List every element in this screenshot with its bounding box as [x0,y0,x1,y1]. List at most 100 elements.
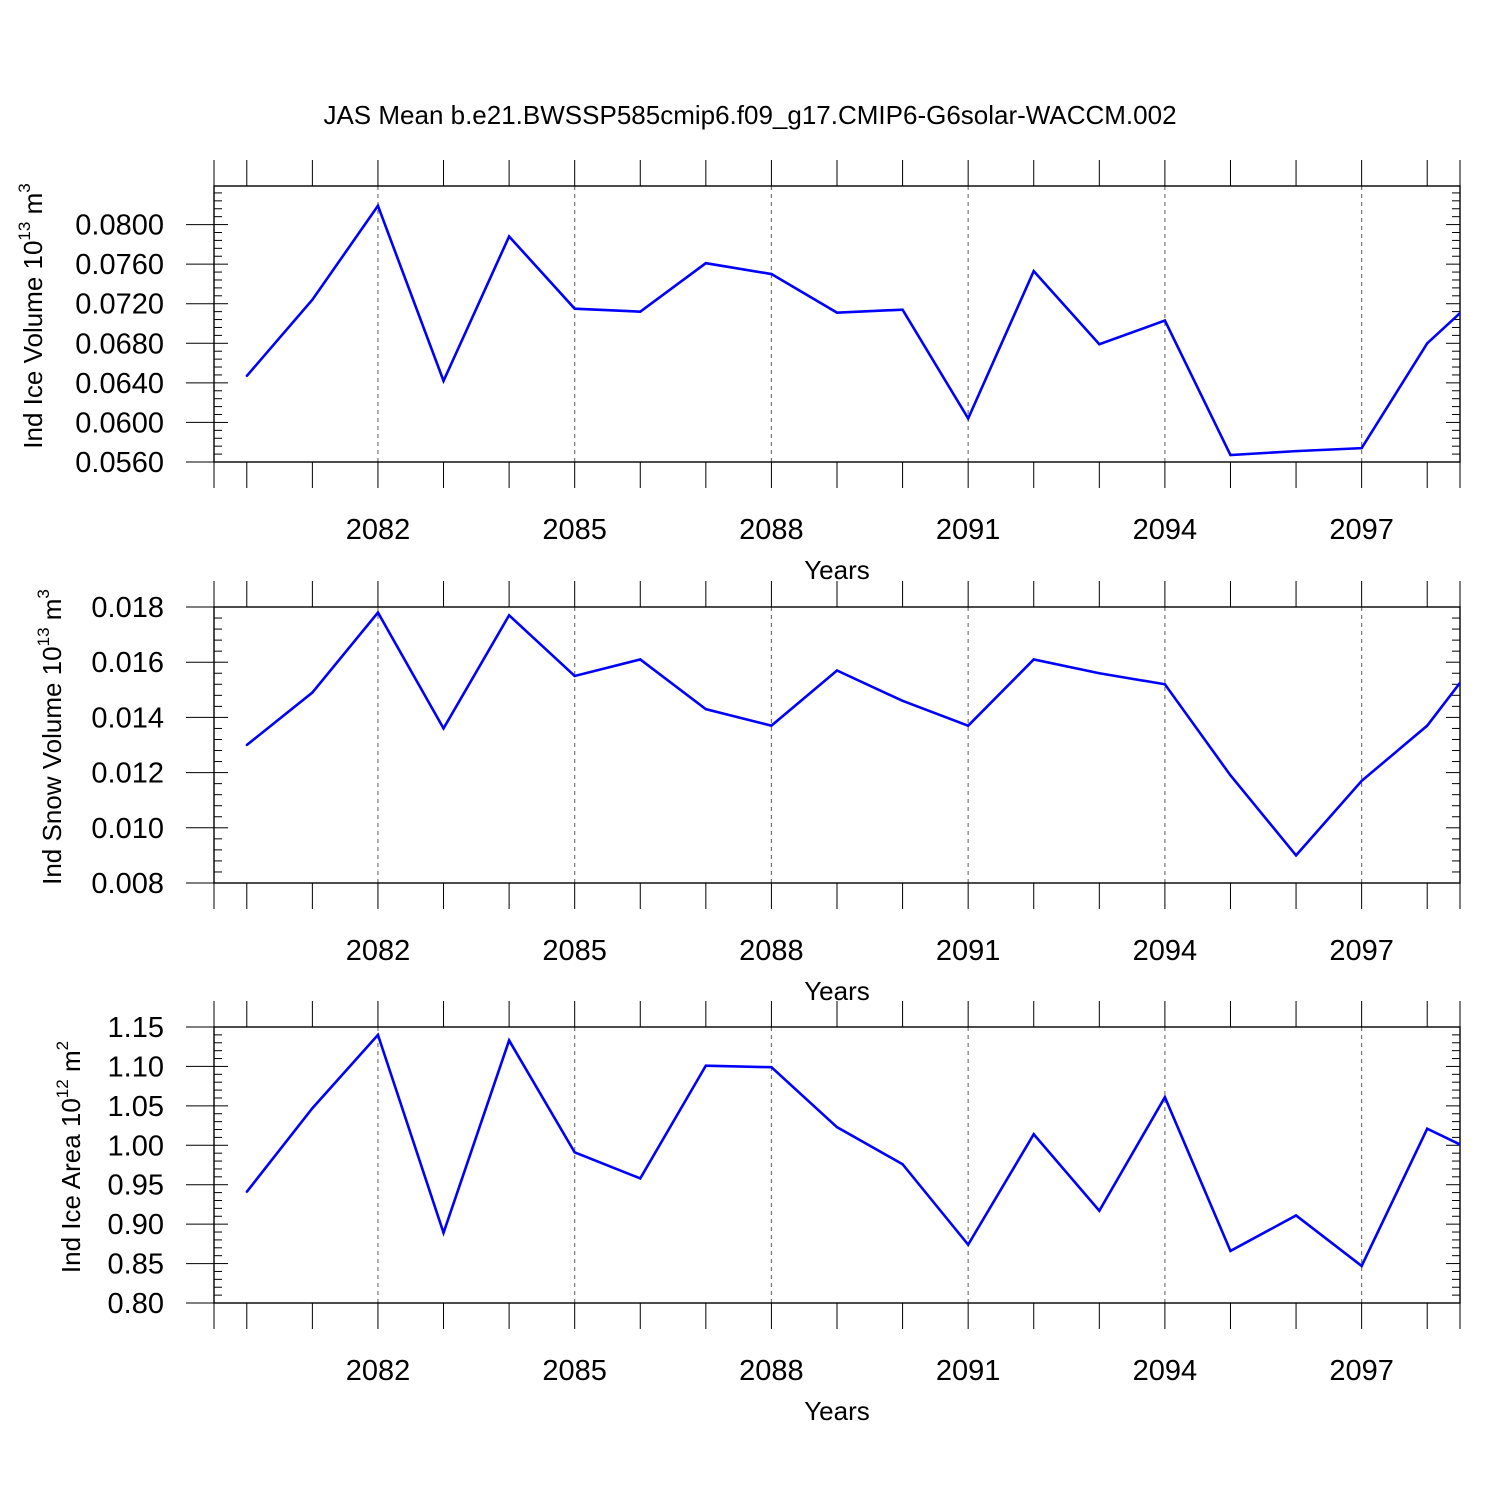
y-axis-label-unit: m [18,193,48,222]
data-point [573,307,576,310]
data-point [966,1243,970,1246]
series-line [245,610,1460,858]
data-point [507,614,511,617]
data-point [573,674,576,678]
y-tick-label: 0.008 [91,868,164,900]
data-point [1426,342,1429,345]
data-point [835,1125,839,1129]
y-axis-label-unit-exponent: 2 [53,1041,72,1050]
data-point [376,1033,380,1037]
x-tick-label: 2085 [542,1355,607,1387]
plot-frame [213,1026,1461,1304]
x-tick-label: 2088 [739,935,804,967]
data-point [376,204,380,207]
chart-title: JAS Mean b.e21.BWSSP585cmip6.f09_g17.CMI… [323,100,1176,130]
data-point [1360,446,1363,450]
y-tick-label: 1.15 [108,1012,164,1044]
data-point [1294,854,1298,857]
panel-3: 2082 2085 2088 2091 2094 2097 Years 1.15 1.10 1.0… [53,1001,1461,1426]
data-point [507,235,511,238]
y-tick-label: 0.0600 [75,407,164,439]
x-tick-label: 2097 [1329,1355,1394,1387]
data-point [901,308,904,311]
x-axis-label: Years [804,1396,870,1426]
y-tick-label: 0.90 [108,1209,164,1241]
data-point [1294,1214,1298,1217]
data-point [704,707,708,711]
data-point [245,743,248,747]
y-tick-label: 1.00 [108,1130,164,1162]
x-tick-label: 2094 [1133,935,1198,967]
data-point [835,311,839,314]
y-tick-label: 0.0800 [75,210,164,242]
y-tick-label: 0.95 [108,1170,164,1202]
y-axis-label: Ind Snow Volume 1013 m3 [34,589,67,885]
y-tick-label: 0.0560 [75,447,164,479]
y-tick-label: 0.85 [108,1249,164,1281]
x-tick-label: 2082 [346,514,411,546]
data-point [1032,269,1035,273]
data-point [770,272,773,276]
data-point [901,699,904,703]
y-axis-label-exponent: 13 [15,222,34,241]
data-point [442,1231,445,1235]
data-point [639,310,642,313]
y-tick-label: 0.014 [91,702,164,734]
y-axis-label-text: Ind Ice Volume 10 [18,241,48,449]
series-line [245,203,1460,457]
data-point [966,724,970,727]
data-point [639,658,642,661]
x-tick-label: 2094 [1133,1355,1198,1387]
data-point [311,1107,314,1110]
x-tick-label: 2082 [346,1355,411,1387]
data-point [1032,658,1035,661]
x-axis-label: Years [804,555,870,585]
data-point [704,261,708,265]
data-point [1229,453,1232,457]
data-point [1360,779,1363,783]
data-point [442,379,445,383]
data-point [1163,1095,1167,1099]
data-point [376,611,380,614]
data-point [770,724,773,727]
data-point [1032,1133,1035,1136]
x-tick-label: 2085 [542,935,607,967]
y-tick-label: 0.010 [91,813,164,845]
y-axis-label-exponent: 12 [53,1079,72,1098]
data-point [311,691,314,694]
data-point [442,727,445,730]
x-tick-label: 2091 [936,1355,1001,1387]
y-axis-label-text: Ind Ice Area 10 [56,1098,86,1273]
data-point [1098,343,1101,346]
plot-frame [213,185,1461,463]
y-tick-label: 1.05 [108,1091,164,1123]
data-point [311,298,314,301]
data-point [245,374,248,378]
y-axis-label-unit: m [56,1050,86,1079]
x-tick-label: 2097 [1329,935,1394,967]
panel-1: 2082 2085 2088 2091 2094 2097 Years 0.0800 0.076… [15,160,1461,585]
y-tick-label: 0.0680 [75,328,164,360]
y-tick-label: 0.018 [91,592,164,624]
data-point [835,669,839,672]
data-point [704,1064,708,1067]
data-point [573,1151,576,1154]
data-point [1163,319,1167,322]
y-axis-label-unit: m [37,599,67,628]
x-tick-label: 2097 [1329,514,1394,546]
data-point [245,1190,248,1194]
data-point [966,417,970,420]
y-tick-label: 0.80 [108,1288,164,1320]
panel-2: 2082 2085 2088 2091 2094 2097Years0.0180.0160… [34,581,1461,1006]
data-point [770,1066,773,1069]
x-tick-label: 2082 [346,935,411,967]
data-point [1360,1264,1363,1268]
plot-frame [213,606,1461,884]
y-axis-label: Ind Ice Area 1012 m2 [53,1041,86,1273]
y-axis-label-unit-exponent: 3 [15,183,34,192]
x-tick-label: 2091 [936,935,1001,967]
data-point [1098,1209,1101,1212]
y-axis-label: Ind Ice Volume 1013 m3 [15,183,48,448]
data-point [901,1163,904,1166]
